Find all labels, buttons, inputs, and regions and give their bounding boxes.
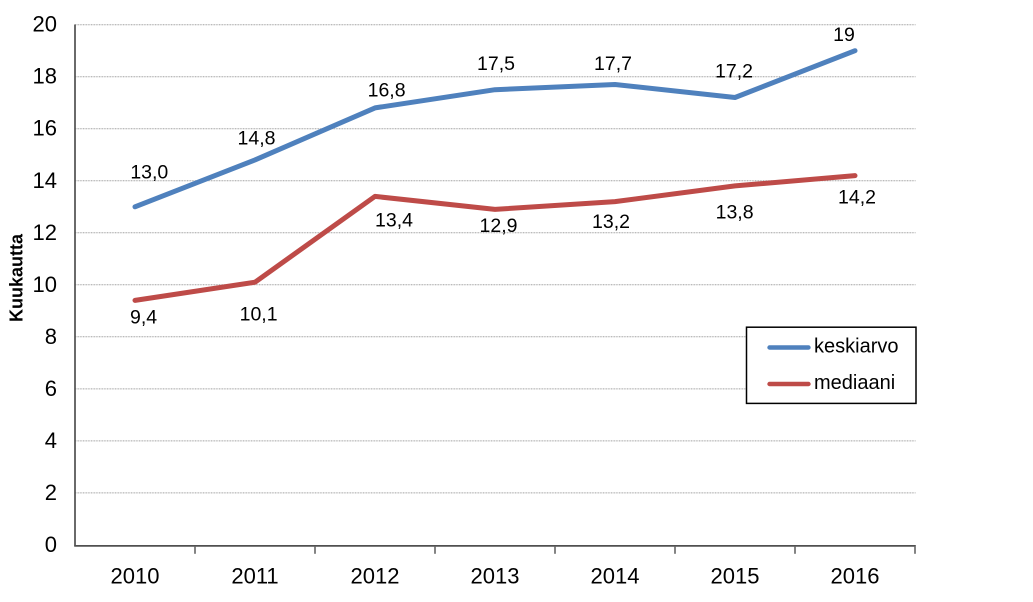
svg-text:4: 4 [45,428,57,453]
svg-text:14: 14 [33,168,57,193]
svg-text:10: 10 [33,272,57,297]
svg-text:12: 12 [33,220,57,245]
svg-text:14,8: 14,8 [238,127,276,149]
svg-text:2011: 2011 [231,564,278,589]
svg-text:2012: 2012 [351,564,400,589]
svg-text:13,8: 13,8 [716,201,754,223]
svg-text:17,7: 17,7 [594,53,632,75]
svg-text:17,5: 17,5 [477,53,515,75]
svg-text:13,4: 13,4 [375,210,413,232]
svg-text:19: 19 [833,24,855,46]
svg-text:2013: 2013 [471,564,520,589]
svg-text:9,4: 9,4 [130,306,157,328]
svg-text:2016: 2016 [831,564,880,589]
svg-text:16: 16 [33,116,57,141]
svg-text:6: 6 [45,376,57,401]
svg-text:0: 0 [45,532,57,557]
svg-text:mediaani: mediaani [814,372,895,394]
svg-text:12,9: 12,9 [480,215,518,237]
svg-text:keskiarvo: keskiarvo [814,335,898,357]
svg-text:18: 18 [33,64,57,89]
svg-text:14,2: 14,2 [838,186,876,208]
svg-text:2010: 2010 [111,564,160,589]
svg-text:2014: 2014 [591,564,640,589]
svg-text:8: 8 [45,324,57,349]
svg-text:16,8: 16,8 [368,79,406,101]
svg-text:2: 2 [45,480,57,505]
svg-text:Kuukautta: Kuukautta [7,233,27,322]
svg-text:10,1: 10,1 [240,304,278,326]
svg-text:13,0: 13,0 [130,162,168,184]
svg-text:20: 20 [33,12,57,37]
svg-text:13,2: 13,2 [592,211,630,233]
svg-text:17,2: 17,2 [715,61,753,83]
svg-text:2015: 2015 [711,564,760,589]
